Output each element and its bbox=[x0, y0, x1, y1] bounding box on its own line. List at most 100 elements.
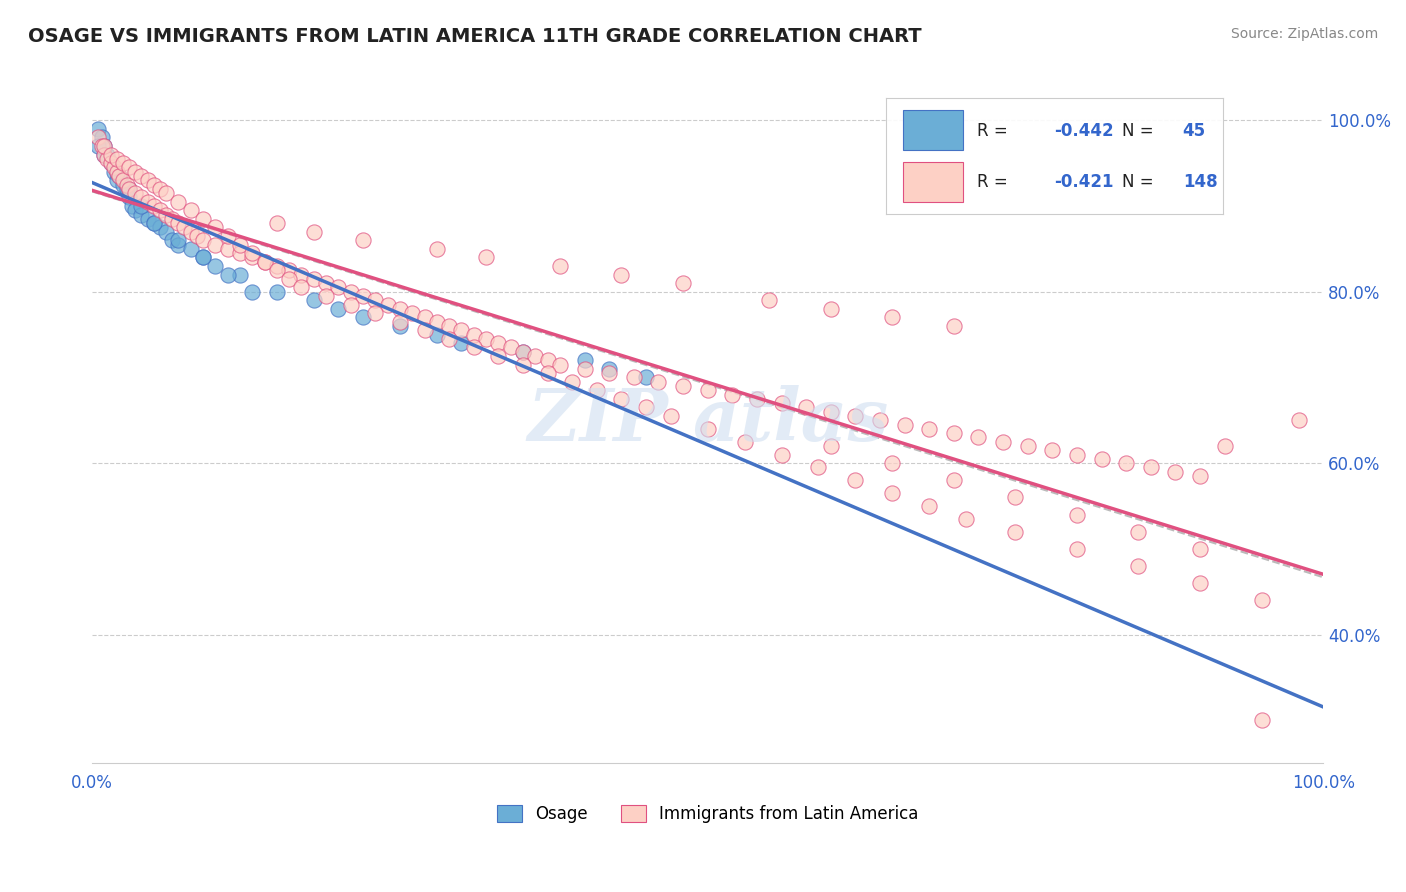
Point bbox=[610, 392, 633, 406]
Point bbox=[426, 327, 449, 342]
Point bbox=[103, 161, 125, 175]
Point bbox=[105, 152, 128, 166]
FancyBboxPatch shape bbox=[903, 162, 963, 202]
Point bbox=[302, 272, 325, 286]
Point bbox=[155, 208, 177, 222]
Point bbox=[93, 139, 115, 153]
Point bbox=[100, 147, 122, 161]
Point bbox=[1090, 451, 1112, 466]
Point bbox=[437, 332, 460, 346]
Point bbox=[167, 233, 190, 247]
Point bbox=[1004, 524, 1026, 539]
Text: 45: 45 bbox=[1182, 121, 1206, 139]
Point bbox=[659, 409, 682, 423]
Point bbox=[217, 242, 239, 256]
Point bbox=[1189, 541, 1212, 556]
Point bbox=[1128, 524, 1150, 539]
Point bbox=[87, 130, 110, 145]
Text: ZIP atlas: ZIP atlas bbox=[527, 384, 889, 456]
Point bbox=[1066, 508, 1088, 522]
Point bbox=[142, 199, 165, 213]
Point bbox=[266, 263, 288, 277]
Point bbox=[574, 353, 596, 368]
Point bbox=[155, 225, 177, 239]
Point bbox=[512, 344, 534, 359]
FancyBboxPatch shape bbox=[903, 110, 963, 150]
Point bbox=[463, 340, 485, 354]
Point bbox=[512, 344, 534, 359]
Text: OSAGE VS IMMIGRANTS FROM LATIN AMERICA 11TH GRADE CORRELATION CHART: OSAGE VS IMMIGRANTS FROM LATIN AMERICA 1… bbox=[28, 27, 922, 45]
Point bbox=[942, 426, 965, 441]
Point bbox=[437, 318, 460, 333]
Point bbox=[401, 306, 423, 320]
Point bbox=[475, 332, 498, 346]
Point bbox=[278, 263, 301, 277]
Text: R =: R = bbox=[977, 121, 1008, 139]
Point bbox=[302, 225, 325, 239]
Point bbox=[794, 401, 817, 415]
Text: Source: ZipAtlas.com: Source: ZipAtlas.com bbox=[1230, 27, 1378, 41]
Point bbox=[100, 156, 122, 170]
Point bbox=[598, 362, 620, 376]
Point bbox=[240, 246, 263, 260]
Point bbox=[315, 289, 337, 303]
Point bbox=[893, 417, 915, 432]
Point bbox=[1189, 576, 1212, 591]
Text: 148: 148 bbox=[1182, 173, 1218, 191]
Point bbox=[463, 327, 485, 342]
Point bbox=[111, 178, 134, 192]
Point bbox=[844, 473, 866, 487]
Point bbox=[93, 139, 115, 153]
Point bbox=[377, 297, 399, 311]
Point bbox=[111, 156, 134, 170]
Point bbox=[131, 208, 153, 222]
Point bbox=[290, 268, 312, 282]
Point bbox=[290, 280, 312, 294]
Point bbox=[149, 203, 172, 218]
Point bbox=[499, 340, 522, 354]
Point bbox=[807, 460, 830, 475]
Point bbox=[561, 375, 583, 389]
Point bbox=[160, 211, 183, 226]
Point bbox=[1250, 593, 1272, 607]
Point bbox=[352, 233, 374, 247]
Point bbox=[820, 405, 842, 419]
Point bbox=[115, 178, 138, 192]
Point bbox=[266, 216, 288, 230]
Point bbox=[191, 251, 214, 265]
Point bbox=[253, 254, 276, 268]
Point bbox=[1288, 413, 1310, 427]
Point bbox=[149, 182, 172, 196]
Point bbox=[450, 323, 472, 337]
Point bbox=[536, 353, 558, 368]
Point bbox=[1066, 541, 1088, 556]
Text: -0.442: -0.442 bbox=[1054, 121, 1114, 139]
Point bbox=[118, 161, 141, 175]
Point bbox=[167, 216, 190, 230]
Legend: Osage, Immigrants from Latin America: Osage, Immigrants from Latin America bbox=[496, 805, 918, 823]
Point bbox=[217, 268, 239, 282]
Point bbox=[1017, 439, 1039, 453]
Point bbox=[1128, 559, 1150, 574]
Text: R =: R = bbox=[977, 173, 1008, 191]
Point bbox=[450, 336, 472, 351]
Point bbox=[328, 280, 350, 294]
Point bbox=[610, 268, 633, 282]
Point bbox=[1004, 491, 1026, 505]
Point bbox=[149, 220, 172, 235]
Point bbox=[967, 430, 990, 444]
Point bbox=[586, 384, 609, 398]
Point bbox=[204, 220, 226, 235]
Point bbox=[131, 199, 153, 213]
Point bbox=[1040, 443, 1063, 458]
Point bbox=[105, 173, 128, 187]
Point bbox=[105, 165, 128, 179]
Point bbox=[191, 251, 214, 265]
Point bbox=[96, 147, 118, 161]
Point bbox=[486, 349, 509, 363]
Point bbox=[672, 379, 695, 393]
Point bbox=[160, 233, 183, 247]
Point bbox=[745, 392, 768, 406]
Point bbox=[1139, 460, 1161, 475]
Point bbox=[302, 293, 325, 308]
